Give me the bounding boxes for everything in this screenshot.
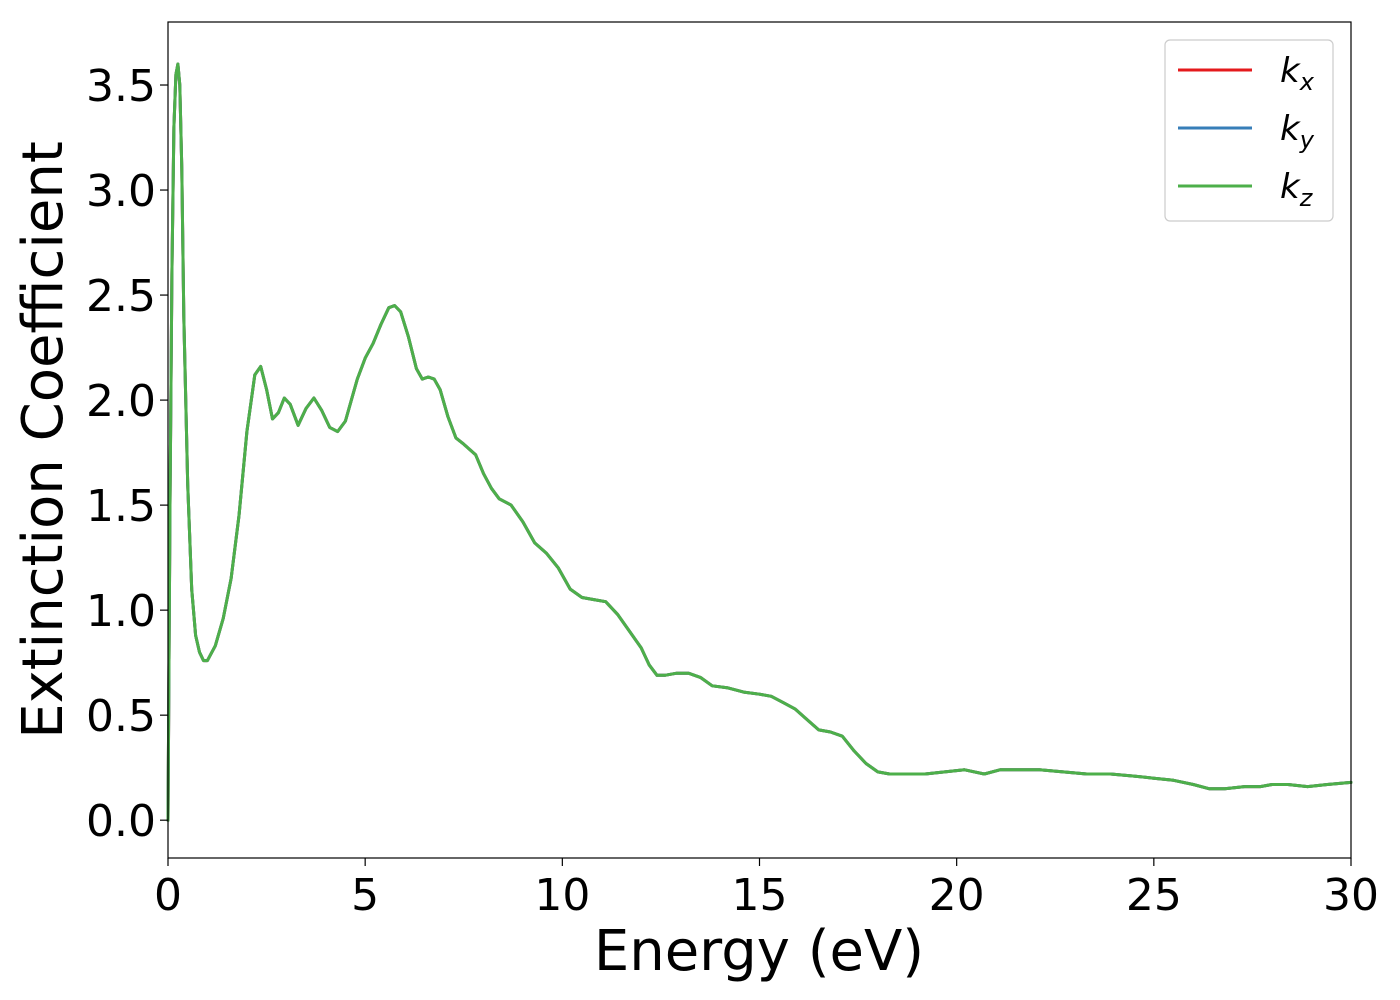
x-axis-ticks: 0 5 10 15 20 25 30 (154, 858, 1379, 921)
y-tick-label: 0.0 (86, 796, 156, 847)
legend-label-kx: kx (1280, 51, 1315, 96)
series-line-kz (166, 62, 1353, 822)
x-tick-label: 10 (534, 870, 590, 921)
x-tick-label: 0 (154, 870, 182, 921)
x-tick-label: 30 (1323, 870, 1379, 921)
plot-background (168, 22, 1351, 858)
y-tick-label: 3.0 (86, 166, 156, 217)
legend-frame (1164, 39, 1334, 222)
y-tick-label: 2.5 (86, 271, 156, 322)
y-axis-ticks: 0.0 0.5 1.0 1.5 2.0 2.5 3.0 3.5 (86, 61, 168, 847)
x-tick-label: 25 (1126, 870, 1182, 921)
legend-label-kz: kz (1280, 167, 1314, 212)
legend-label-ky: ky (1280, 109, 1315, 154)
x-tick-label: 15 (732, 870, 788, 921)
x-tick-label: 5 (351, 870, 379, 921)
x-tick-label: 20 (929, 870, 985, 921)
y-tick-label: 0.5 (86, 691, 156, 742)
y-tick-label: 1.5 (86, 481, 156, 532)
x-axis-label: Energy (eV) (594, 919, 924, 984)
y-axis-label: Extinction Coefficient (11, 141, 76, 739)
series-layer (166, 62, 1353, 822)
legend: kx ky kz (1164, 39, 1334, 222)
y-tick-label: 1.0 (86, 586, 156, 637)
y-tick-label: 2.0 (86, 376, 156, 427)
y-tick-label: 3.5 (86, 61, 156, 112)
